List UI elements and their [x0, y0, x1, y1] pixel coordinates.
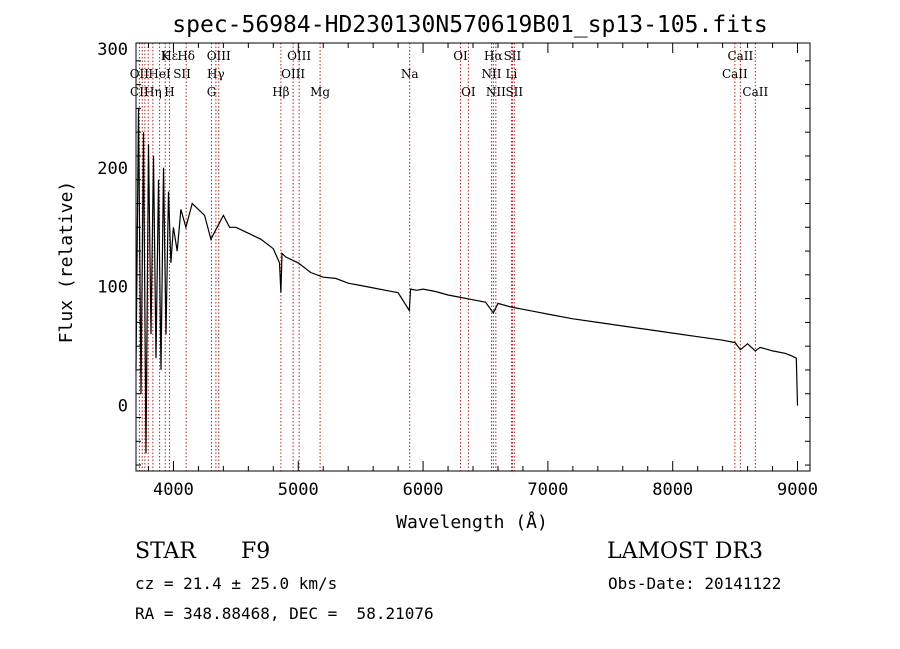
plot-frame	[135, 42, 811, 472]
line-label: CII	[130, 85, 149, 99]
line-label: CaII	[727, 49, 753, 63]
y-tick-label: 200	[97, 159, 128, 179]
line-label: OIII	[207, 49, 231, 63]
line-label: Hδ	[177, 49, 195, 63]
y-tick-label: 100	[97, 278, 128, 298]
y-axis-label: Flux (relative)	[56, 181, 77, 344]
line-label: OI	[453, 49, 468, 63]
y-tick-label: 0	[118, 397, 128, 417]
line-label: HeI	[148, 67, 171, 81]
line-label: OIII	[287, 49, 311, 63]
line-label: CaII	[722, 67, 748, 81]
line-label: SII	[504, 49, 522, 63]
obs-date: Obs-Date: 20141122	[608, 574, 782, 593]
line-label: CaII	[742, 85, 768, 99]
x-axis-label: Wavelength (Å)	[396, 511, 548, 533]
chart-title: spec-56984-HD230130N570619B01_sp13-105.f…	[172, 12, 767, 38]
x-axis: 4000 5000 6000 7000 8000 9000	[147, 43, 818, 500]
line-label: Hγ	[207, 67, 225, 81]
line-label: Li	[506, 67, 518, 81]
line-markers	[138, 43, 756, 471]
class-label: STAR	[135, 539, 196, 564]
y-axis: 0 100 200 300	[97, 40, 810, 466]
line-label: H	[164, 85, 174, 99]
line-label: G	[207, 85, 217, 99]
line-label: SII	[505, 85, 523, 99]
spectrum-line	[135, 108, 799, 454]
line-label: K	[161, 49, 171, 63]
x-tick-label: 4000	[153, 480, 194, 500]
survey-label: LAMOST DR3	[607, 539, 763, 564]
line-label: Hη	[144, 85, 162, 99]
line-label: SII	[173, 67, 191, 81]
radec-readout: RA = 348.88468, DEC = 58.21076	[135, 604, 434, 623]
x-tick-label: 8000	[652, 480, 693, 500]
line-label: OII	[130, 67, 150, 81]
cz-readout: cz = 21.4 ± 25.0 km/s	[135, 574, 338, 593]
subclass-label: F9	[241, 539, 271, 564]
line-label: OIII	[281, 67, 305, 81]
x-tick-label: 9000	[777, 480, 818, 500]
line-label: Mg	[310, 85, 330, 99]
line-label: OI	[461, 85, 476, 99]
line-label: Hβ	[272, 85, 289, 99]
x-tick-label: 7000	[527, 480, 568, 500]
x-tick-label: 5000	[278, 480, 319, 500]
x-tick-label: 6000	[403, 480, 444, 500]
line-label: Hα	[484, 49, 503, 63]
line-label: NII	[481, 67, 501, 81]
spectrum-chart: spec-56984-HD230130N570619B01_sp13-105.f…	[56, 12, 818, 533]
line-label: Na	[401, 67, 419, 81]
line-label: NII	[486, 85, 506, 99]
y-tick-label: 300	[97, 40, 128, 60]
